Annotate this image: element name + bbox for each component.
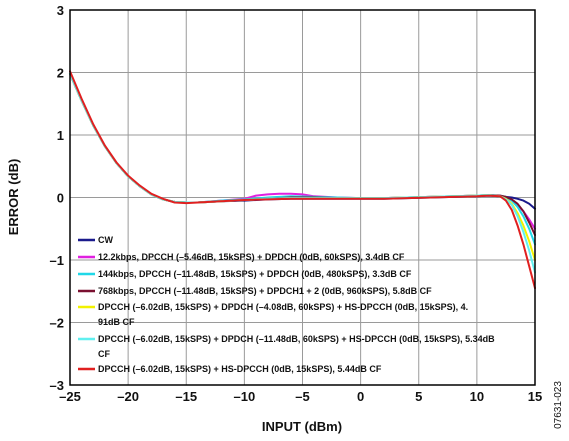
y-tick-label: 2 bbox=[57, 66, 64, 81]
y-tick-label: 0 bbox=[57, 191, 64, 206]
legend-label-1: CW bbox=[98, 235, 113, 245]
y-tick-label: 3 bbox=[57, 3, 64, 18]
y-tick-label: –2 bbox=[50, 316, 64, 331]
legend-label-3: 144kbps, DPCCH (–11.48dB, 15kSPS) + DPDC… bbox=[98, 269, 412, 279]
y-tick-label: –1 bbox=[50, 253, 64, 268]
legend-label-2: 12.2kbps, DPCCH (–5.46dB, 15kSPS) + DPDC… bbox=[98, 252, 405, 262]
legend: CW 12.2kbps, DPCCH (–5.46dB, 15kSPS) + DP… bbox=[78, 235, 495, 374]
x-axis-title: INPUT (dBm) bbox=[262, 419, 342, 434]
legend-label-4: 768kbps, DPCCH (–11.48dB, 15kSPS) + DPDC… bbox=[98, 286, 432, 296]
x-tick-label: 15 bbox=[528, 389, 542, 404]
series-line-7 bbox=[69, 70, 536, 290]
figure-code: 07631-023 bbox=[553, 381, 564, 429]
legend-label-6: DPCCH (–6.02dB, 15kSPS) + DPDCH (–11.48d… bbox=[98, 334, 495, 359]
y-axis-title: ERROR (dB) bbox=[6, 159, 21, 236]
x-tick-label: –5 bbox=[295, 389, 309, 404]
legend-label-7: DPCCH (–6.02dB, 15kSPS) + HS-DPCCH (0dB,… bbox=[98, 364, 382, 374]
y-tick-label: 1 bbox=[57, 128, 64, 143]
x-tick-label: 5 bbox=[415, 389, 422, 404]
data-series bbox=[69, 70, 536, 290]
x-tick-label: –10 bbox=[234, 389, 256, 404]
x-tick-label: –20 bbox=[117, 389, 139, 404]
x-tick-label: 10 bbox=[470, 389, 484, 404]
x-tick-label: –25 bbox=[59, 389, 81, 404]
y-tick-label: –3 bbox=[50, 378, 64, 393]
plot-frame bbox=[69, 9, 536, 386]
legend-label-5: DPCCH (–6.02dB, 15kSPS) + DPDCH (–4.08dB… bbox=[98, 302, 468, 327]
x-tick-label: 0 bbox=[357, 389, 364, 404]
x-tick-label: –15 bbox=[175, 389, 197, 404]
